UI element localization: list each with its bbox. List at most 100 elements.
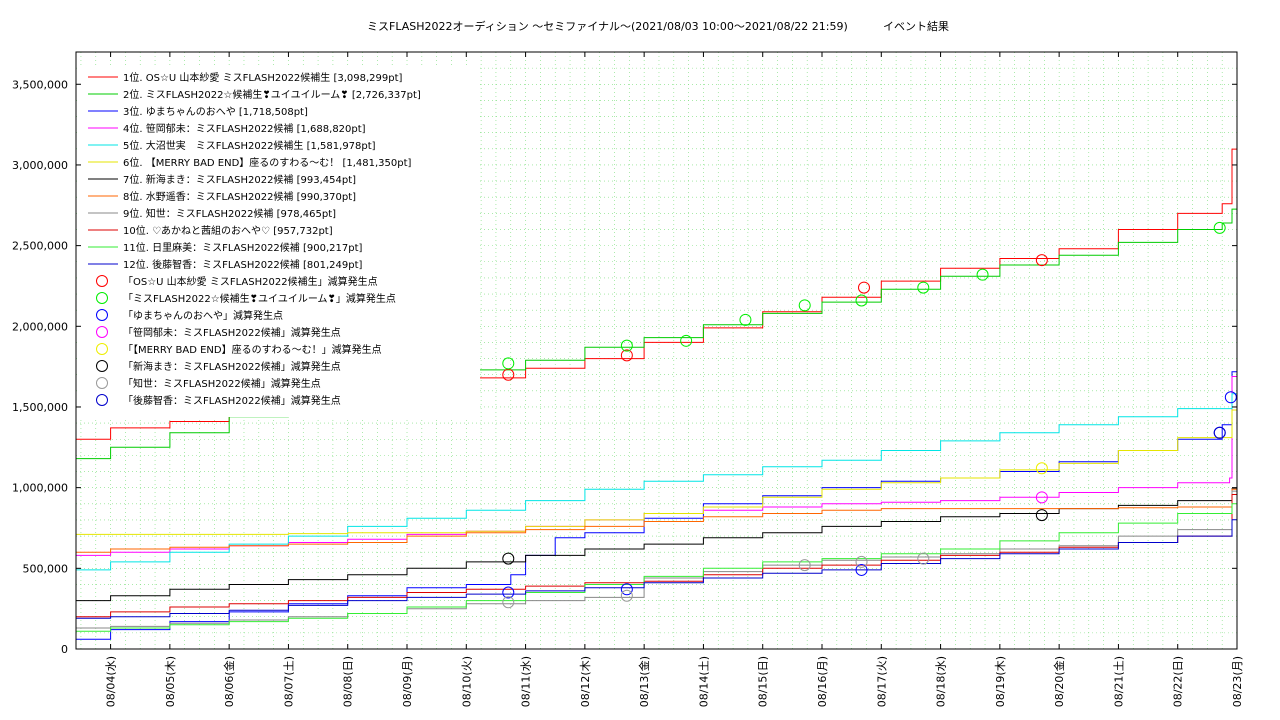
legend: 1位. OS☆U 山本紗愛 ミスFLASH2022候補生 [3,098,299p… <box>88 71 421 407</box>
legend-label: 「【MERRY BAD END】座るのすわる〜む！」減算発生点 <box>123 343 382 356</box>
legend-label: 11位. 日里麻美：ミスFLASH2022候補 [900,217pt] <box>123 241 362 254</box>
legend-label: 1位. OS☆U 山本紗愛 ミスFLASH2022候補生 [3,098,299p… <box>123 71 403 84</box>
series-line-10 <box>76 494 1237 618</box>
legend-label: 5位. 大沼世実 ミスFLASH2022候補生 [1,581,978pt] <box>123 139 376 152</box>
marker-point <box>855 555 868 568</box>
y-tick-label: 2,500,000 <box>12 240 68 253</box>
marker-point <box>917 552 930 565</box>
legend-label: 「笹岡郁未：ミスFLASH2022候補」減算発生点 <box>123 326 341 339</box>
marker-point <box>739 313 752 326</box>
x-tick-label: 08/15(日) <box>757 656 770 707</box>
marker-point <box>855 563 868 576</box>
series-line-6 <box>76 409 1237 535</box>
marker-point <box>1035 462 1048 475</box>
marker-point <box>620 349 633 362</box>
legend-marker <box>96 377 108 389</box>
marker-point <box>502 552 515 565</box>
legend-label: 10位. ♡あかねと茜組のおへや♡ [957,732pt] <box>123 224 333 237</box>
marker-point <box>680 334 693 347</box>
marker-point <box>620 339 633 352</box>
legend-marker <box>96 275 108 287</box>
legend-label: 「新海まき：ミスFLASH2022候補」減算発生点 <box>123 360 341 373</box>
y-tick-label: 1,000,000 <box>12 482 68 495</box>
x-axis: 08/04(水) 08/05(木) 08/06(金) 08/07(土) 08/08(日)… <box>105 52 1244 707</box>
plot-frame <box>75 51 1238 650</box>
x-tick-label: 08/20(金) <box>1052 656 1066 707</box>
x-tick-label: 08/09(月) <box>401 656 414 707</box>
legend-label: 12位. 後藤智香：ミスFLASH2022候補 [801,249pt] <box>123 258 362 271</box>
marker-point <box>502 586 515 599</box>
marker-point <box>502 596 515 609</box>
legend-label: 「ゆまちゃんのおへや」減算発生点 <box>123 309 283 322</box>
y-axis: 0 500,000 1,000,000 1,500,000 2,000,000 2,500… <box>12 78 1237 656</box>
series-line-9 <box>76 490 1237 629</box>
legend-marker <box>96 343 108 355</box>
marker-point <box>855 294 868 307</box>
y-tick-label: 3,500,000 <box>12 78 68 91</box>
legend-background <box>80 66 480 417</box>
x-tick-label: 08/06(金) <box>222 656 236 707</box>
legend-label: 「ミスFLASH2022☆候補生❣ユイユイルーム❣」減算発生点 <box>123 292 396 305</box>
chart-subtitle: イベント結果 <box>883 19 949 33</box>
x-tick-label: 08/04(水) <box>105 656 118 707</box>
x-tick-label: 08/23(月) <box>1231 656 1244 707</box>
marker-point <box>857 281 870 294</box>
series-line-5 <box>76 393 1237 571</box>
x-tick-label: 08/07(土) <box>282 656 295 707</box>
marker-point <box>1035 509 1048 522</box>
y-tick-label: 2,000,000 <box>12 320 68 333</box>
series-line-8 <box>76 488 1237 553</box>
marker-point <box>798 559 811 572</box>
marker-point <box>976 268 989 281</box>
legend-label: 4位. 笹岡郁未：ミスFLASH2022候補 [1,688,820pt] <box>123 122 366 135</box>
marker-layer <box>502 221 1237 609</box>
x-tick-label: 08/16(月) <box>816 656 829 707</box>
series-layer <box>76 148 1237 640</box>
chart-title: ミスFLASH2022オーディション 〜セミファイナル〜(2021/08/03 … <box>367 19 848 33</box>
legend-label: 「知世：ミスFLASH2022候補」減算発生点 <box>123 377 321 390</box>
legend-marker <box>96 292 108 304</box>
legend-marker <box>96 326 108 338</box>
legend-label: 7位. 新海まき：ミスFLASH2022候補 [993,454pt] <box>123 173 356 186</box>
series-line-11 <box>76 503 1237 632</box>
x-tick-label: 08/21(土) <box>1112 656 1125 707</box>
marker-point <box>1035 254 1048 267</box>
legend-label: 3位. ゆまちゃんのおへや [1,718,508pt] <box>123 105 308 118</box>
marker-point <box>1224 391 1237 404</box>
series-line-7 <box>76 488 1237 602</box>
legend-marker <box>96 394 108 406</box>
legend-marker <box>96 309 108 321</box>
y-tick-label: 500,000 <box>23 562 69 575</box>
x-tick-label: 08/11(水) <box>520 656 533 707</box>
grid <box>76 52 1238 649</box>
x-tick-label: 08/19(木) <box>994 656 1007 707</box>
marker-point <box>917 281 930 294</box>
y-tick-label: 3,000,000 <box>12 159 68 172</box>
x-tick-label: 08/05(木) <box>164 656 177 707</box>
x-tick-label: 08/08(日) <box>342 656 355 707</box>
series-line-12 <box>76 519 1237 619</box>
legend-label: 「後藤智香：ミスFLASH2022候補」減算発生点 <box>123 394 341 407</box>
marker-point <box>620 589 633 602</box>
legend-label: 9位. 知世：ミスFLASH2022候補 [978,465pt] <box>123 207 336 220</box>
x-tick-label: 08/13(金) <box>637 656 651 707</box>
marker-point <box>502 357 515 370</box>
x-tick-label: 08/12(木) <box>579 656 592 707</box>
legend-label: 6位. 【MERRY BAD END】座るのすわる〜む！ [1,481,350p… <box>123 156 412 169</box>
x-tick-label: 08/17(火) <box>875 656 888 707</box>
x-tick-label: 08/14(土) <box>697 656 710 707</box>
x-tick-label: 08/10(火) <box>460 656 473 707</box>
marker-point <box>1035 491 1048 504</box>
marker-point <box>620 583 633 596</box>
marker-point <box>798 299 811 312</box>
legend-label: 「OS☆U 山本紗愛 ミスFLASH2022候補生」減算発生点 <box>123 275 378 288</box>
marker-point <box>1213 426 1226 439</box>
marker-point <box>1213 221 1226 234</box>
x-tick-label: 08/18(水) <box>935 656 948 707</box>
y-tick-label: 0 <box>61 643 68 656</box>
legend-label: 8位. 水野遥香：ミスFLASH2022候補 [990,370pt] <box>123 190 356 203</box>
legend-marker <box>96 360 108 372</box>
x-tick-label: 08/22(日) <box>1172 656 1185 707</box>
y-tick-label: 1,500,000 <box>12 401 68 414</box>
